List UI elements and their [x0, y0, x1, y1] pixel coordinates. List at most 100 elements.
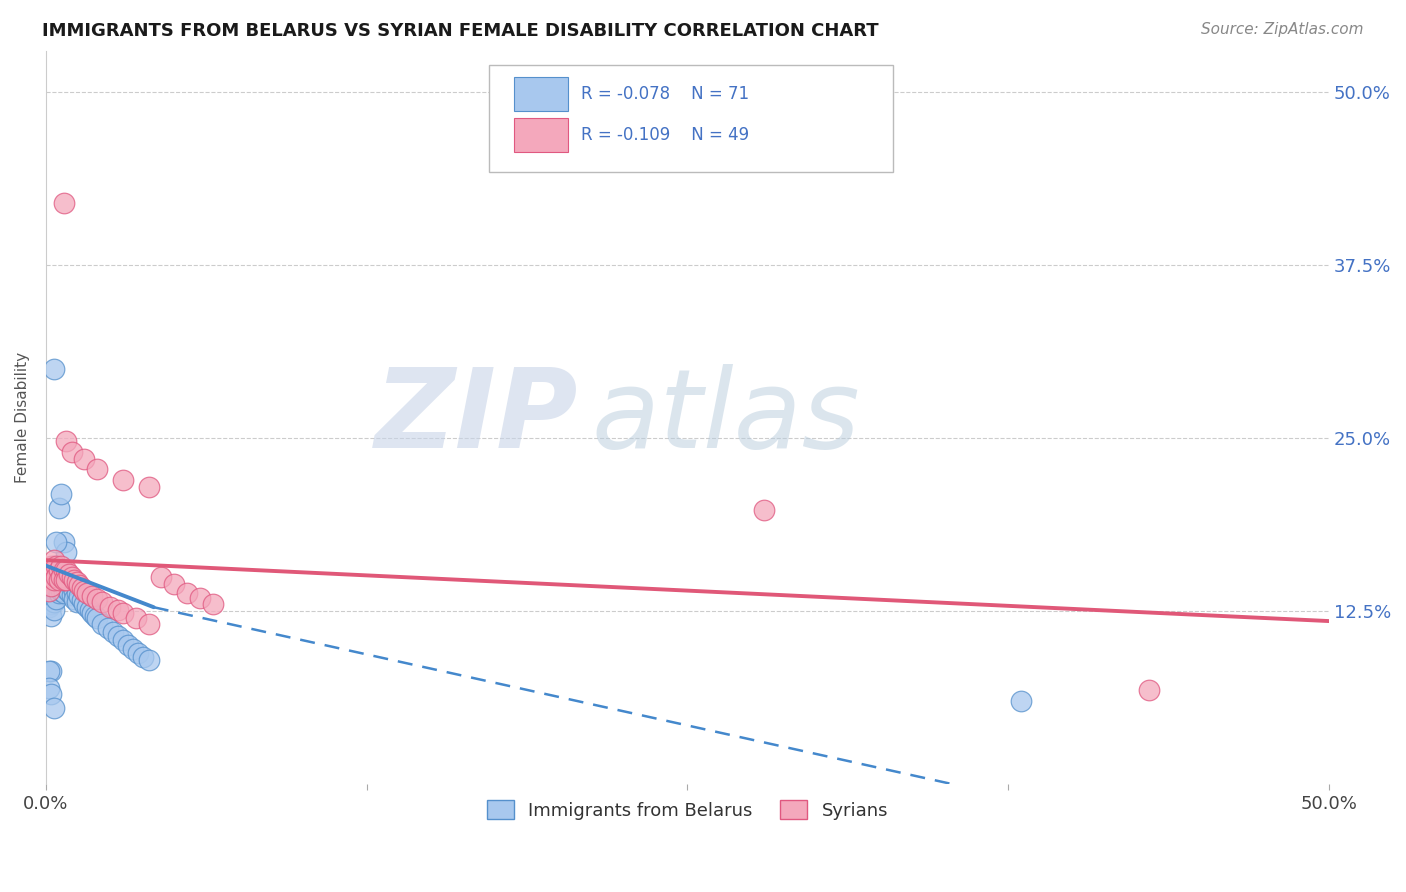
Point [163, 576, 186, 591]
Point [111, 606, 134, 620]
Point [38, 681, 60, 695]
Point [52, 578, 75, 592]
Point [138, 616, 160, 631]
Point [125, 611, 148, 625]
Point [66, 595, 89, 609]
FancyBboxPatch shape [515, 77, 568, 111]
Point [63, 591, 86, 606]
Point [58, 576, 80, 591]
Point [82, 606, 104, 620]
Point [58, 566, 80, 581]
Point [60, 588, 83, 602]
Point [38, 591, 60, 606]
Point [39, 558, 62, 573]
Point [45, 535, 67, 549]
Point [48, 573, 70, 587]
Point [39, 570, 62, 584]
Point [42, 558, 65, 573]
Point [51, 570, 73, 584]
Point [39, 664, 62, 678]
Point [51, 486, 73, 500]
Point [38, 583, 60, 598]
Point [55, 563, 77, 577]
Point [45, 583, 67, 598]
Point [52, 535, 75, 549]
Point [38, 573, 60, 587]
Point [52, 586, 75, 600]
Point [45, 591, 67, 606]
Point [38, 573, 60, 587]
Point [66, 575, 89, 590]
Point [76, 586, 98, 600]
Point [70, 593, 93, 607]
Point [150, 570, 173, 584]
Point [73, 583, 96, 598]
Point [55, 582, 77, 597]
Point [42, 595, 65, 609]
Point [98, 600, 121, 615]
Point [52, 573, 75, 587]
Point [52, 570, 75, 584]
Point [45, 566, 67, 581]
Point [39, 688, 62, 702]
Point [42, 563, 65, 577]
Point [45, 558, 67, 573]
Point [138, 653, 160, 667]
Point [63, 583, 86, 598]
Point [96, 621, 118, 635]
Text: ZIP: ZIP [375, 364, 578, 471]
Point [132, 650, 155, 665]
Point [51, 558, 73, 573]
Point [60, 445, 83, 459]
Text: Source: ZipAtlas.com: Source: ZipAtlas.com [1201, 22, 1364, 37]
Point [45, 575, 67, 590]
Legend: Immigrants from Belarus, Syrians: Immigrants from Belarus, Syrians [479, 793, 896, 827]
Point [38, 563, 60, 577]
Point [101, 625, 124, 640]
Point [42, 586, 65, 600]
Point [83, 608, 105, 623]
Point [51, 566, 73, 581]
FancyBboxPatch shape [488, 65, 893, 172]
Point [45, 570, 67, 584]
Point [82, 589, 104, 603]
Point [38, 600, 60, 615]
Point [39, 581, 62, 595]
Y-axis label: Female Disability: Female Disability [15, 352, 30, 483]
Point [39, 598, 62, 612]
Text: atlas: atlas [591, 364, 860, 471]
Point [79, 603, 101, 617]
Point [73, 452, 96, 467]
Point [67, 578, 90, 592]
Point [188, 591, 211, 605]
Point [117, 638, 139, 652]
Point [176, 586, 198, 600]
Point [38, 583, 60, 598]
Point [73, 598, 96, 612]
Point [51, 575, 73, 590]
Point [55, 545, 77, 559]
Point [86, 462, 108, 476]
Point [42, 578, 65, 592]
Point [138, 480, 160, 494]
Point [55, 574, 77, 588]
Point [42, 573, 65, 587]
Text: R = -0.109    N = 49: R = -0.109 N = 49 [581, 127, 749, 145]
Point [48, 563, 70, 577]
Point [76, 600, 98, 615]
Point [38, 664, 60, 678]
Point [91, 616, 114, 631]
Point [70, 581, 93, 595]
Point [107, 603, 129, 617]
Point [48, 573, 70, 587]
Point [39, 573, 62, 587]
Point [48, 586, 70, 600]
Point [60, 570, 83, 584]
Point [58, 585, 80, 599]
Point [42, 701, 65, 715]
Point [127, 646, 149, 660]
Point [60, 579, 83, 593]
Point [122, 641, 145, 656]
Point [39, 579, 62, 593]
Point [42, 603, 65, 617]
